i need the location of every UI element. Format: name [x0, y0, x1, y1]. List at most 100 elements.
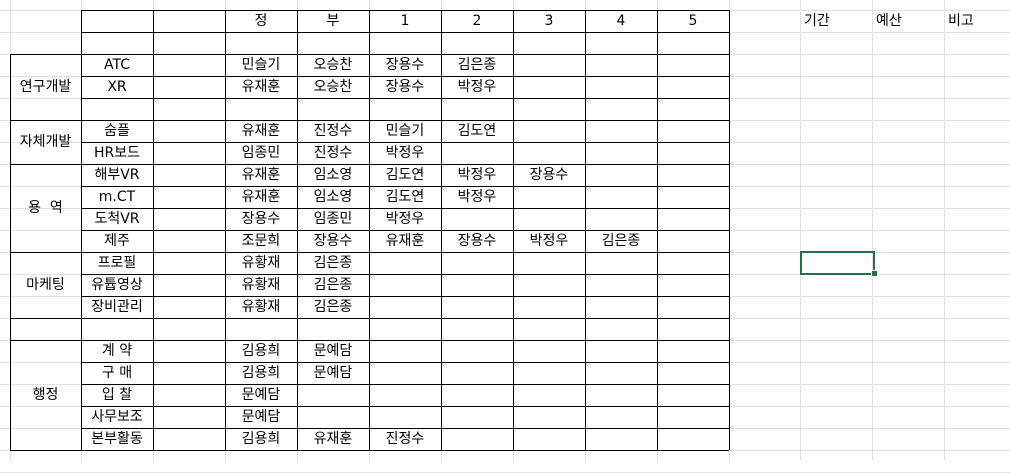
row-item-label[interactable]: 프로필 — [97, 255, 137, 271]
assignee-cell[interactable]: 유재훈 — [385, 233, 425, 249]
table-border-vertical — [10, 54, 11, 450]
table-border-horizontal — [81, 142, 729, 143]
row-item-label[interactable]: ATC — [104, 57, 130, 73]
table-border-vertical — [729, 10, 730, 450]
row-item-label[interactable]: HR보드 — [93, 145, 140, 161]
assignee-cell[interactable]: 오승찬 — [313, 57, 353, 73]
assignee-cell[interactable]: 유재훈 — [241, 79, 281, 95]
assignee-cell[interactable]: 장용수 — [457, 233, 497, 249]
row-item-label[interactable]: 제주 — [104, 233, 130, 249]
group-label: 용 역 — [28, 200, 63, 216]
row-item-label[interactable]: 구 매 — [101, 365, 133, 381]
assignee-cell[interactable]: 김은종 — [313, 277, 353, 293]
row-item-label[interactable]: 해부VR — [94, 167, 140, 183]
assignee-cell[interactable]: 박정우 — [457, 167, 497, 183]
group-label: 마케팅 — [26, 277, 65, 293]
row-item-label[interactable]: m.CT — [98, 189, 136, 205]
assignee-cell[interactable]: 박정우 — [457, 79, 497, 95]
assignee-cell[interactable]: 문예담 — [241, 387, 281, 403]
assignee-cell[interactable]: 박정우 — [385, 211, 425, 227]
row-item-label[interactable]: 사무보조 — [91, 409, 143, 425]
assignee-cell[interactable]: 진정수 — [313, 123, 353, 139]
table-border-vertical — [153, 10, 154, 450]
assignee-cell[interactable]: 장용수 — [385, 57, 425, 73]
assignee-cell[interactable]: 진정수 — [385, 431, 425, 447]
table-border-horizontal — [81, 384, 729, 385]
table-border-horizontal — [81, 362, 729, 363]
assignee-cell[interactable]: 김용희 — [241, 431, 281, 447]
assignee-cell[interactable]: 문예담 — [313, 343, 353, 359]
selected-cell[interactable] — [800, 251, 875, 275]
assignee-cell[interactable]: 유재훈 — [241, 189, 281, 205]
assignee-cell[interactable]: 민슬기 — [241, 57, 281, 73]
table-border-horizontal — [10, 450, 729, 451]
assignee-cell[interactable]: 김도연 — [385, 167, 425, 183]
row-item-label[interactable]: 장비관리 — [91, 299, 143, 315]
table-border-horizontal — [81, 406, 729, 407]
assignee-cell[interactable]: 조문희 — [241, 233, 281, 249]
table-border-vertical — [81, 10, 82, 450]
side-header-period: 기간 — [804, 13, 830, 29]
header-cell-n1: 1 — [400, 13, 410, 29]
table-border-vertical — [585, 10, 586, 450]
table-border-horizontal — [81, 98, 729, 99]
table-border-vertical — [513, 10, 514, 450]
assignee-cell[interactable]: 임종민 — [313, 211, 353, 227]
row-item-label[interactable]: 도척VR — [94, 211, 140, 227]
table-border-horizontal — [81, 32, 729, 33]
assignee-cell[interactable]: 유재훈 — [241, 123, 281, 139]
assignee-cell[interactable]: 임소영 — [313, 189, 353, 205]
assignee-cell[interactable]: 장용수 — [241, 211, 281, 227]
assignee-cell[interactable]: 유황재 — [241, 255, 281, 271]
group-label: 행정 — [32, 387, 59, 403]
assignee-cell[interactable]: 유재훈 — [313, 431, 353, 447]
assignee-cell[interactable]: 김은종 — [313, 255, 353, 271]
table-border-horizontal — [81, 208, 729, 209]
assignee-cell[interactable]: 민슬기 — [385, 123, 425, 139]
assignee-cell[interactable]: 박정우 — [457, 189, 497, 205]
table-border-vertical — [297, 10, 298, 450]
header-cell-n4: 4 — [616, 13, 626, 29]
assignee-cell[interactable]: 진정수 — [313, 145, 353, 161]
row-item-label[interactable]: 입 찰 — [101, 387, 133, 403]
table-border-vertical — [441, 10, 442, 450]
assignee-cell[interactable]: 유재훈 — [241, 167, 281, 183]
assignee-cell[interactable]: 김은종 — [313, 299, 353, 315]
assignee-cell[interactable]: 오승찬 — [313, 79, 353, 95]
table-border-vertical — [657, 10, 658, 450]
group-label: 자체개발 — [19, 134, 72, 150]
assignee-cell[interactable]: 김은종 — [457, 57, 497, 73]
assignee-cell[interactable]: 김은종 — [601, 233, 641, 249]
assignee-cell[interactable]: 김용희 — [241, 365, 281, 381]
table-border-horizontal — [81, 274, 729, 275]
fill-handle[interactable] — [871, 270, 878, 277]
table-border-horizontal — [81, 10, 729, 11]
assignee-cell[interactable]: 장용수 — [385, 79, 425, 95]
table-border-horizontal — [81, 296, 729, 297]
row-item-label[interactable]: 숨플 — [104, 123, 130, 139]
assignee-cell[interactable]: 박정우 — [529, 233, 569, 249]
assignee-cell[interactable]: 김도연 — [457, 123, 497, 139]
table-border-horizontal — [81, 186, 729, 187]
header-cell-n5: 5 — [688, 13, 698, 29]
row-item-label[interactable]: 계 약 — [101, 343, 133, 359]
table-border-horizontal — [81, 76, 729, 77]
table-border-horizontal — [81, 428, 729, 429]
row-item-label[interactable]: 본부활동 — [91, 431, 143, 447]
assignee-cell[interactable]: 장용수 — [313, 233, 353, 249]
assignee-cell[interactable]: 문예담 — [313, 365, 353, 381]
row-item-label[interactable]: 유튭영상 — [91, 277, 143, 293]
side-header-budget: 예산 — [876, 13, 902, 29]
assignee-cell[interactable]: 김도연 — [385, 189, 425, 205]
assignee-cell[interactable]: 박정우 — [385, 145, 425, 161]
header-cell-bu: 부 — [326, 13, 340, 29]
assignee-cell[interactable]: 임소영 — [313, 167, 353, 183]
assignee-cell[interactable]: 문예담 — [241, 409, 281, 425]
assignee-cell[interactable]: 유황재 — [241, 277, 281, 293]
assignee-cell[interactable]: 유황재 — [241, 299, 281, 315]
assignee-cell[interactable]: 장용수 — [529, 167, 569, 183]
assignee-cell[interactable]: 임종민 — [241, 145, 281, 161]
assignee-cell[interactable]: 김용희 — [241, 343, 281, 359]
row-item-label[interactable]: XR — [107, 79, 127, 95]
